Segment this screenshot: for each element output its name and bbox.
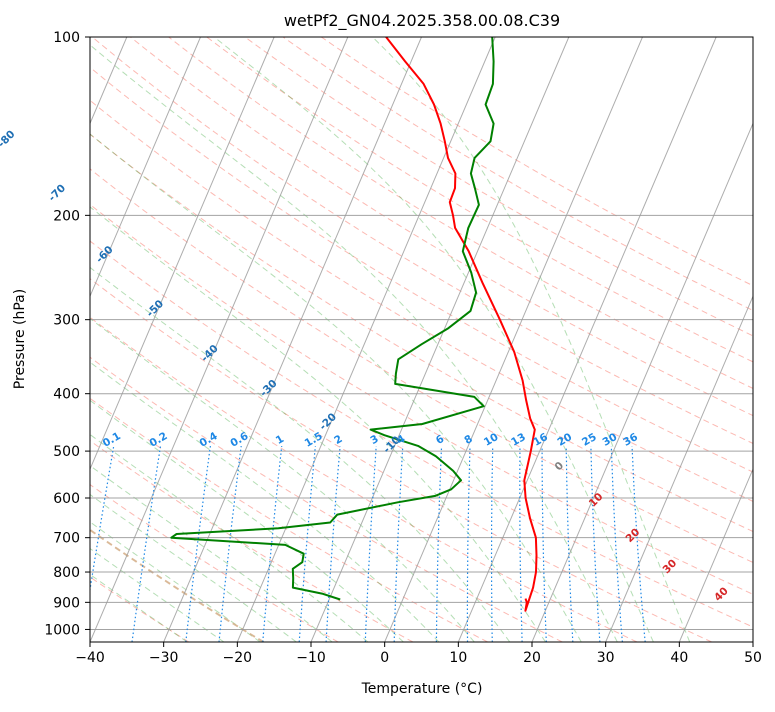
x-tick-label: −20	[223, 650, 253, 666]
x-tick-label: 30	[597, 650, 615, 666]
y-tick-label: 200	[53, 208, 80, 224]
x-tick-label: 50	[744, 650, 762, 666]
x-tick-label: 20	[523, 650, 541, 666]
y-tick-label: 900	[53, 595, 80, 611]
x-tick-label: −10	[296, 650, 326, 666]
x-tick-label: 0	[380, 650, 389, 666]
y-tick-label: 700	[53, 531, 80, 547]
x-tick-label: 40	[670, 650, 688, 666]
x-tick-label: 10	[449, 650, 467, 666]
y-axis-label: Pressure (hPa)	[12, 289, 28, 389]
y-tick-label: 300	[53, 313, 80, 329]
y-tick-label: 600	[53, 491, 80, 507]
x-tick-label: −30	[149, 650, 179, 666]
y-tick-label: 800	[53, 565, 80, 581]
y-tick-label: 100	[53, 30, 80, 46]
x-axis-label: Temperature (°C)	[361, 681, 483, 697]
y-tick-label: 1000	[44, 622, 80, 638]
y-tick-label: 400	[53, 387, 80, 403]
chart-title: wetPf2_GN04.2025.358.00.08.C39	[284, 11, 560, 31]
x-tick-label: −40	[75, 650, 105, 666]
y-tick-label: 500	[53, 444, 80, 460]
